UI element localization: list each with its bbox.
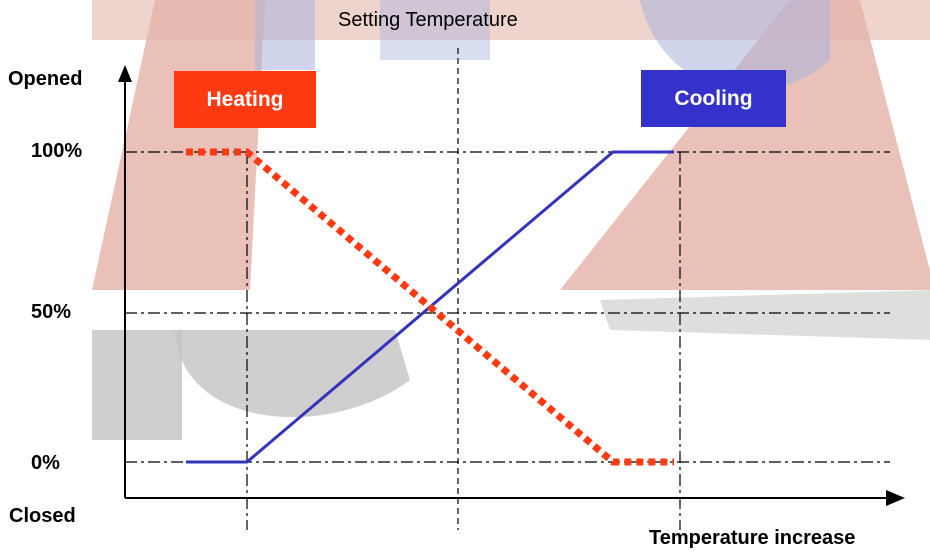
watermark-arc-grey (175, 330, 410, 418)
watermark-grey-right (600, 290, 930, 340)
legend-heating-label: Heating (206, 87, 284, 111)
y-axis-arrow (118, 65, 132, 82)
watermark-bar-grey (92, 330, 182, 440)
y-axis-top-label: Opened (8, 68, 83, 90)
watermark-triangle-right (560, 0, 930, 290)
watermark-arc-blue (640, 0, 830, 92)
x-axis-label: Temperature increase (649, 527, 856, 549)
legend-cooling: Cooling (641, 70, 786, 127)
x-axis-arrow (886, 490, 905, 506)
watermark-triangle-left (92, 0, 265, 290)
watermark-letter-left (255, 0, 315, 70)
watermark-letter-mid (380, 0, 490, 60)
y-tick-100: 100% (31, 140, 83, 162)
y-tick-0: 0% (31, 452, 60, 474)
chart-title: Setting Temperature (338, 9, 518, 31)
watermark-logo (92, 0, 930, 440)
heating-series-line (186, 148, 674, 466)
legend-heating: Heating (174, 71, 316, 128)
y-tick-50: 50% (31, 301, 72, 323)
y-axis-bottom-label: Closed (9, 505, 76, 527)
legend-cooling-label: Cooling (674, 86, 753, 110)
